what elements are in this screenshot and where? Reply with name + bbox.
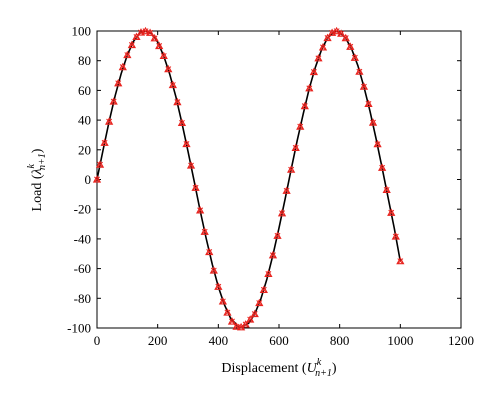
y-tick-label: 20 [78, 142, 91, 157]
data-point-marker [337, 29, 346, 37]
data-point-marker [95, 160, 105, 168]
data-point-marker [141, 26, 150, 35]
data-point-marker [205, 247, 214, 256]
data-point-marker [150, 33, 159, 42]
data-point-marker [164, 64, 173, 73]
data-point-marker [109, 97, 118, 105]
data-point-marker [277, 208, 287, 217]
data-point-marker [191, 183, 200, 191]
data-point-marker [377, 163, 387, 171]
data-point-marker [182, 139, 191, 148]
data-point-marker [264, 269, 273, 278]
data-point-marker [227, 317, 237, 325]
data-point-marker [268, 250, 278, 259]
data-point-marker [332, 26, 341, 35]
axis-ticks: 0 200 400 600 800 1000 1200 -100 -80 -60 -40 -20 0 20… [67, 24, 474, 349]
data-point-marker [241, 320, 250, 328]
data-point-marker [291, 143, 300, 151]
data-point-marker [155, 41, 164, 50]
data-point-marker [92, 175, 102, 183]
y-axis-title-group: Load (λkn+1) [26, 148, 48, 211]
data-point-marker [355, 67, 364, 75]
y-tick-label: 80 [78, 53, 91, 68]
plot-area [96, 30, 462, 329]
y-tick-label: -80 [74, 291, 91, 306]
data-point-marker [286, 165, 296, 173]
data-point-marker [168, 80, 177, 89]
data-point-marker [104, 117, 114, 125]
series-line [96, 30, 402, 329]
data-point-marker [223, 308, 232, 316]
data-point-marker [100, 138, 109, 146]
data-point-marker [359, 82, 369, 90]
x-axis-title: Displacement (Uk n+1) [221, 357, 336, 379]
data-point-marker [391, 232, 400, 240]
data-point-marker [309, 67, 319, 76]
data-point-marker [396, 256, 405, 265]
data-point-marker [127, 40, 137, 49]
data-point-marker [118, 62, 127, 71]
x-tick-label: 800 [330, 333, 350, 348]
data-point-marker [159, 51, 168, 60]
data-point-marker [255, 298, 264, 307]
data-point-marker [364, 99, 373, 108]
y-tick-label: -100 [67, 321, 91, 336]
data-point-marker [296, 122, 305, 130]
y-tick-label: -40 [74, 231, 91, 246]
data-point-marker [341, 33, 350, 42]
x-tick-label: 200 [148, 333, 168, 348]
data-point-marker [195, 206, 205, 214]
data-point-marker [200, 227, 209, 235]
data-point-marker [346, 42, 355, 50]
y-axis-title: Load (λkn+1) [26, 148, 48, 211]
data-point-marker [305, 83, 314, 92]
data-point-marker [300, 101, 309, 110]
data-point-marker [273, 231, 282, 239]
y-tick-label: 60 [78, 83, 91, 98]
data-point-marker [186, 161, 196, 169]
x-tick-label: 600 [269, 333, 289, 348]
data-point-marker [246, 315, 255, 323]
data-point-marker [368, 118, 378, 126]
data-point-marker [350, 53, 359, 61]
data-point-marker [382, 185, 391, 194]
data-point-marker [318, 43, 328, 51]
x-tick-label: 400 [209, 333, 229, 348]
data-point-marker [218, 297, 228, 305]
data-point-marker [387, 208, 396, 216]
data-point-marker [173, 97, 182, 106]
data-point-marker [209, 266, 218, 274]
y-tick-label: 40 [78, 113, 91, 128]
data-point-marker [250, 309, 259, 318]
data-point-marker [114, 78, 123, 87]
y-tick-label: 100 [72, 24, 92, 39]
x-tick-label: 1000 [387, 333, 413, 348]
series-layer [92, 26, 405, 331]
data-point-marker [259, 285, 268, 293]
y-tick-label: 0 [85, 172, 92, 187]
data-point-marker [323, 33, 332, 42]
data-point-marker [314, 53, 323, 62]
data-point-marker [123, 50, 132, 59]
data-point-marker [177, 118, 187, 127]
data-point-marker [214, 282, 223, 290]
x-tick-label: 1200 [448, 333, 474, 348]
x-tick-label: 0 [94, 333, 101, 348]
data-point-marker [373, 139, 382, 148]
y-tick-label: -20 [74, 202, 91, 217]
y-tick-label: -60 [74, 261, 91, 276]
data-point-marker [282, 186, 291, 194]
data-point-marker [145, 28, 155, 36]
